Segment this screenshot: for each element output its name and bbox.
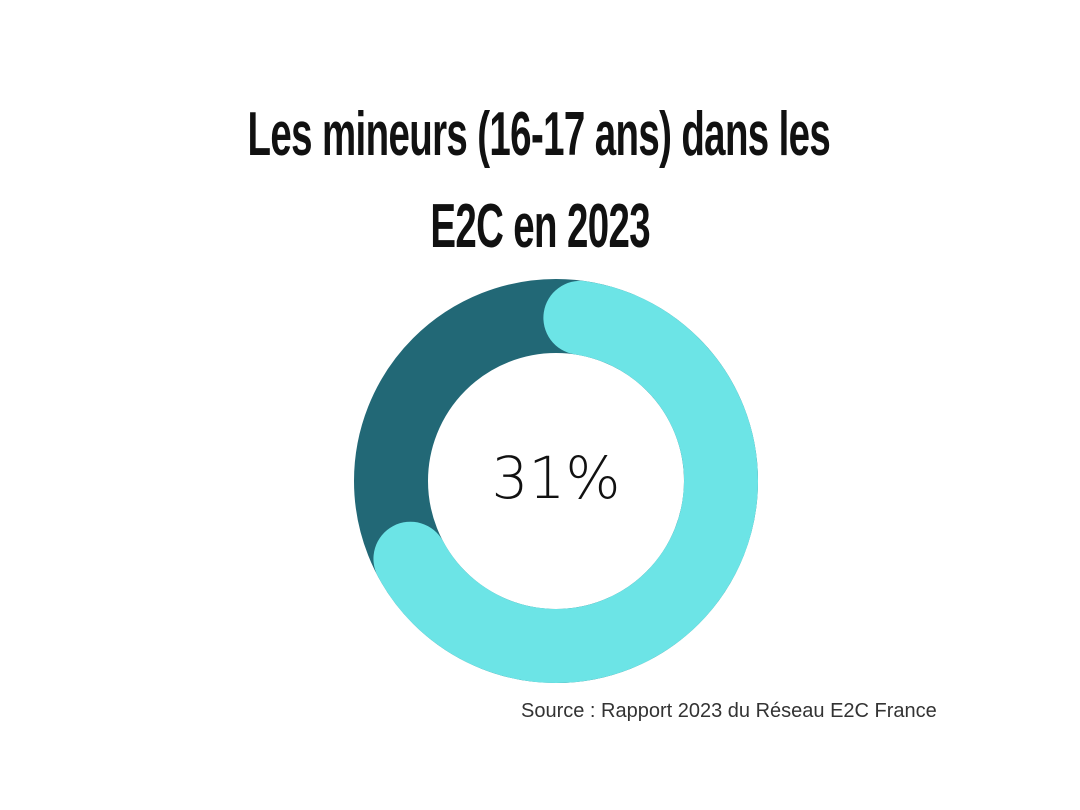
slice-others (373, 280, 758, 683)
title-text: Les mineurs (16-17 ans) dans les (247, 100, 831, 169)
source-caption: Source : Rapport 2023 du Réseau E2C Fran… (521, 700, 937, 722)
title-text: E2C en 2023 (430, 192, 650, 261)
chart-title-line-1: Les mineurs (16-17 ans) dans les (0, 104, 1079, 166)
center-value-label: 31% (492, 444, 621, 512)
chart-title-line-2: E2C en 2023 (0, 196, 1080, 258)
